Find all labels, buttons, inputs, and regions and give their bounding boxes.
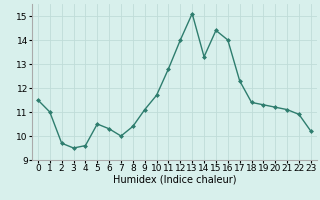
X-axis label: Humidex (Indice chaleur): Humidex (Indice chaleur): [113, 175, 236, 185]
